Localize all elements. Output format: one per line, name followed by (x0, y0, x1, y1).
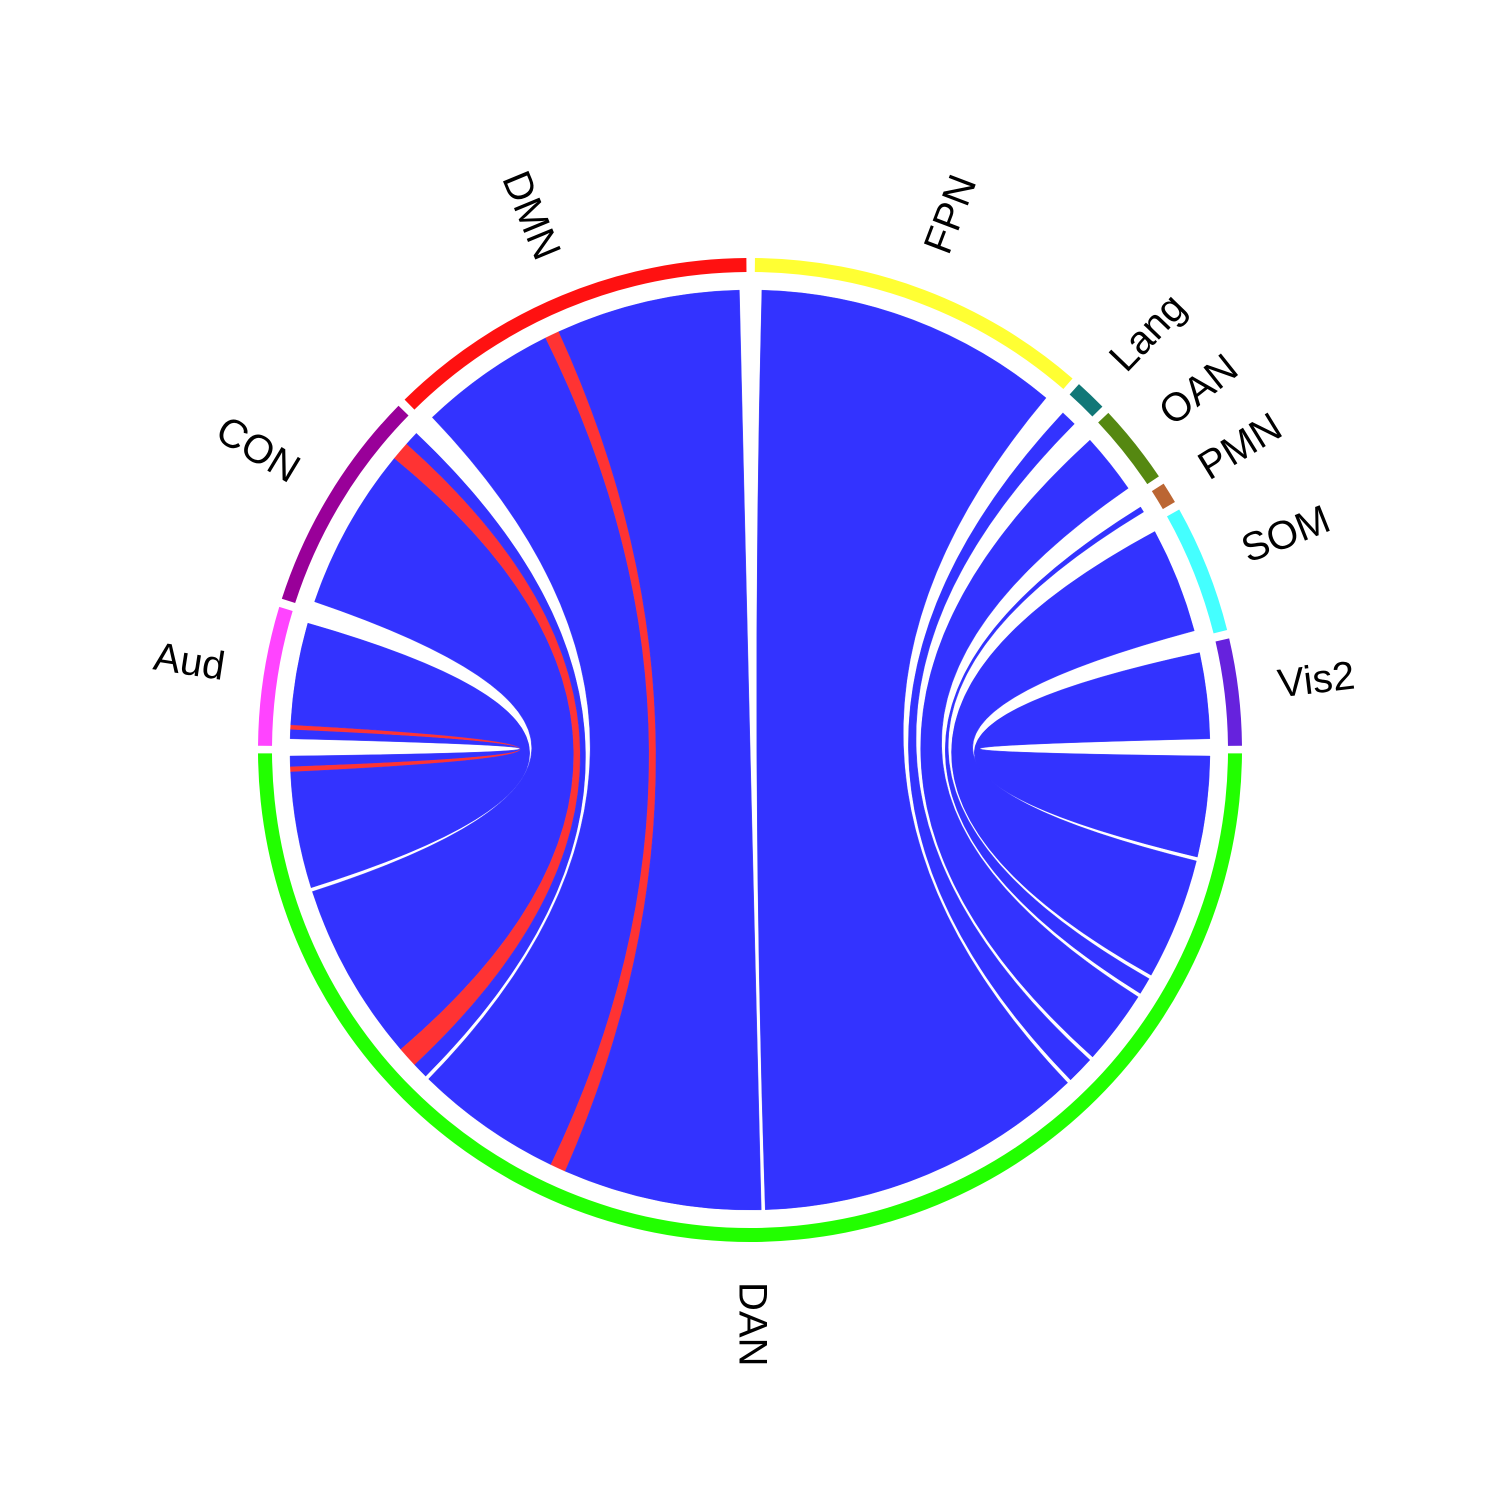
sector-label-dmn: DMN (493, 165, 569, 266)
sector-lang (1069, 384, 1103, 417)
sector-label-oan: OAN (1151, 346, 1246, 434)
link-dan-pmn (945, 506, 1150, 994)
sector-label-vis2: Vis2 (1275, 654, 1357, 707)
link-dan-con-negative (406, 433, 586, 1077)
link-dan-aud-negative (290, 622, 530, 888)
sector-pmn (1151, 483, 1175, 510)
sector-con (281, 405, 409, 604)
sector-aud (258, 606, 293, 746)
sector-fpn (754, 258, 1073, 390)
sector-label-pmn: PMN (1191, 405, 1290, 489)
links-layer (289, 289, 1211, 1211)
link-dan-fpn (756, 289, 1068, 1210)
sector-label-con: CON (209, 408, 308, 492)
sector-label-aud: Aud (151, 635, 228, 689)
sector-oan (1098, 412, 1159, 485)
sectors-layer (258, 258, 1242, 1243)
sector-label-fpn: FPN (916, 169, 986, 259)
sector-label-dan: DAN (730, 1282, 774, 1366)
link-dan-dmn-negative (558, 289, 762, 1211)
link-dan-vis2 (974, 652, 1211, 858)
sector-vis2 (1215, 638, 1242, 746)
sector-som (1166, 509, 1228, 634)
link-dan-lang (908, 412, 1091, 1081)
sector-dmn (404, 258, 747, 410)
sector-label-lang: Lang (1101, 285, 1194, 380)
sector-label-som: SOM (1235, 497, 1336, 572)
